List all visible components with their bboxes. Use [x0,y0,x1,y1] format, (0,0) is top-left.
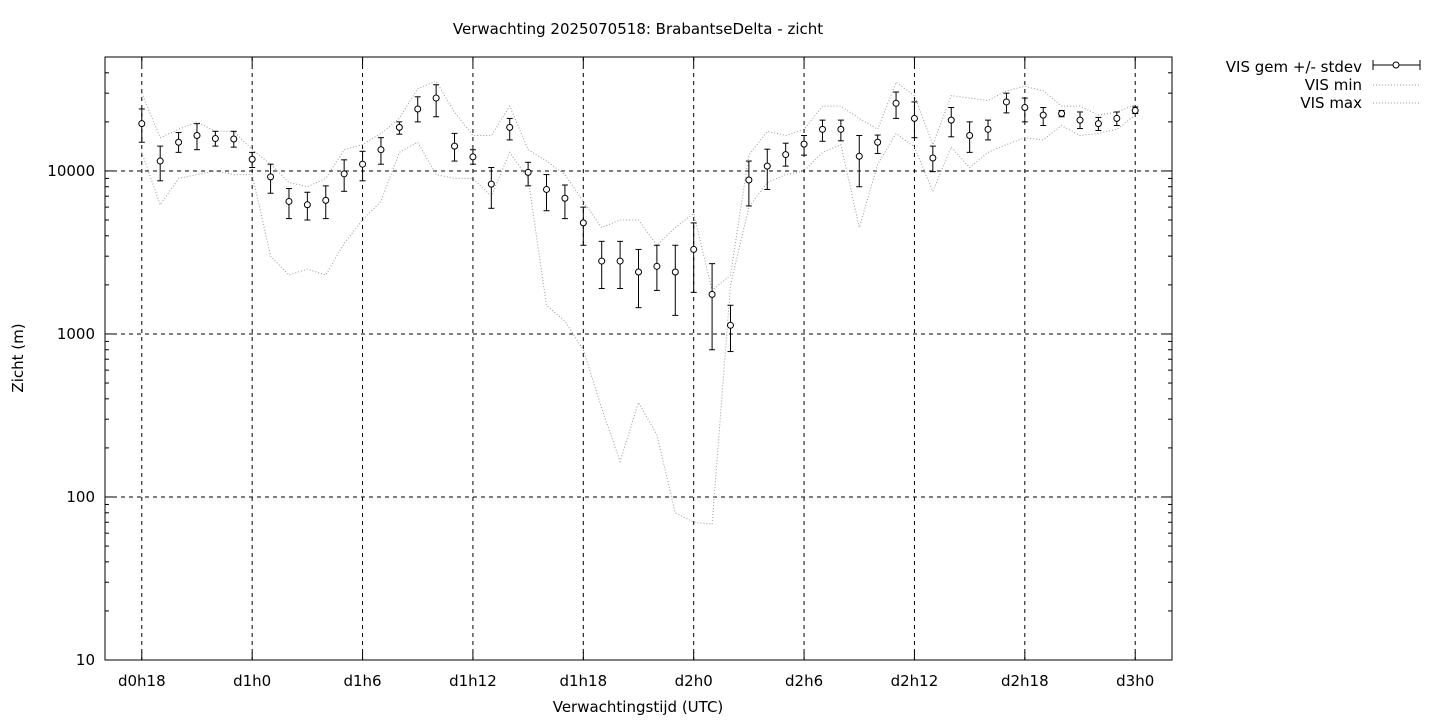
mean-point [708,290,716,298]
mean-point [984,125,992,133]
mean-point [506,123,514,131]
mean-point [138,120,146,128]
x-tick-label: d2h12 [891,672,939,690]
x-tick-label: d3h0 [1116,672,1154,690]
mean-point [1131,106,1139,114]
x-axis-label: Verwachtingstijd (UTC) [553,698,724,716]
mean-point [193,131,201,139]
mean-point [175,138,183,146]
mean-point [285,197,293,205]
y-tick-label: 100 [66,488,95,506]
legend: VIS gem +/- stdev VIS min VIS max [1226,58,1421,112]
axes: d0h18 d1h0 d1h6 d1h12 d1h18 d2h0 d2h6 d2h12 d2h1… [47,56,1172,690]
grid [105,57,1172,660]
mean-point [432,94,440,102]
mean-point [947,116,955,124]
mean-point [267,173,275,181]
x-tick-label: d2h6 [785,672,823,690]
mean-point [653,262,661,270]
chart-title: Verwachting 2025070518: BrabantseDelta -… [453,20,823,38]
mean-point [469,153,477,161]
mean-point [451,142,459,150]
y-tick-label: 10000 [47,162,95,180]
mean-point [598,257,606,265]
mean-point [524,168,532,176]
series-line-vis-min [141,114,1136,525]
x-tick-label: d1h0 [233,672,271,690]
mean-point [818,125,826,133]
mean-point [1094,120,1102,128]
mean-point [543,185,551,193]
mean-point [248,155,256,163]
mean-point [1039,111,1047,119]
y-axis-label: Zicht (m) [9,323,27,392]
y-tick-label: 10 [76,651,95,669]
mean-point [690,245,698,253]
x-tick-label: d1h6 [343,672,381,690]
series-line-vis-max [141,80,1136,292]
mean-point [635,268,642,276]
plot-area [105,57,1172,660]
x-tick-label: d2h18 [1001,672,1049,690]
mean-point [303,201,311,209]
mean-point [1113,114,1121,122]
mean-point [763,162,771,170]
mean-point [561,194,569,202]
mean-point [1058,110,1066,118]
legend-key-mean [1372,60,1421,70]
mean-point [579,219,587,227]
mean-point [874,138,882,146]
mean-point [1076,116,1084,124]
mean-point [211,135,219,143]
mean-point [837,125,845,133]
legend-label-max: VIS max [1300,94,1362,112]
x-tick-label: d0h18 [118,672,166,690]
x-tick-label: d1h12 [449,672,497,690]
mean-point [1021,104,1029,112]
mean-point [1002,98,1010,106]
mean-point [414,105,422,113]
y-tick-label: 1000 [57,325,95,343]
mean-point [671,268,679,276]
mean-point [966,131,974,139]
mean-point [340,170,348,178]
mean-point [487,180,495,188]
mean-point [726,321,734,329]
mean-point [745,176,753,184]
plot-border [104,56,1173,661]
x-tick-label: d1h18 [559,672,607,690]
mean-point [377,146,385,154]
mean-point [800,140,808,148]
legend-label-min: VIS min [1305,76,1362,94]
mean-point [395,123,403,131]
mean-point [855,152,863,160]
mean-point [892,99,900,107]
x-tick-label: d2h0 [675,672,713,690]
mean-point [782,151,790,159]
mean-point [359,160,367,168]
mean-point [616,257,624,265]
mean-point [910,114,918,122]
mean-point [929,154,937,162]
mean-point [230,135,238,143]
series-layer [138,80,1139,525]
mean-point [156,157,164,165]
legend-label-mean: VIS gem +/- stdev [1226,58,1362,76]
mean-point [322,196,330,204]
